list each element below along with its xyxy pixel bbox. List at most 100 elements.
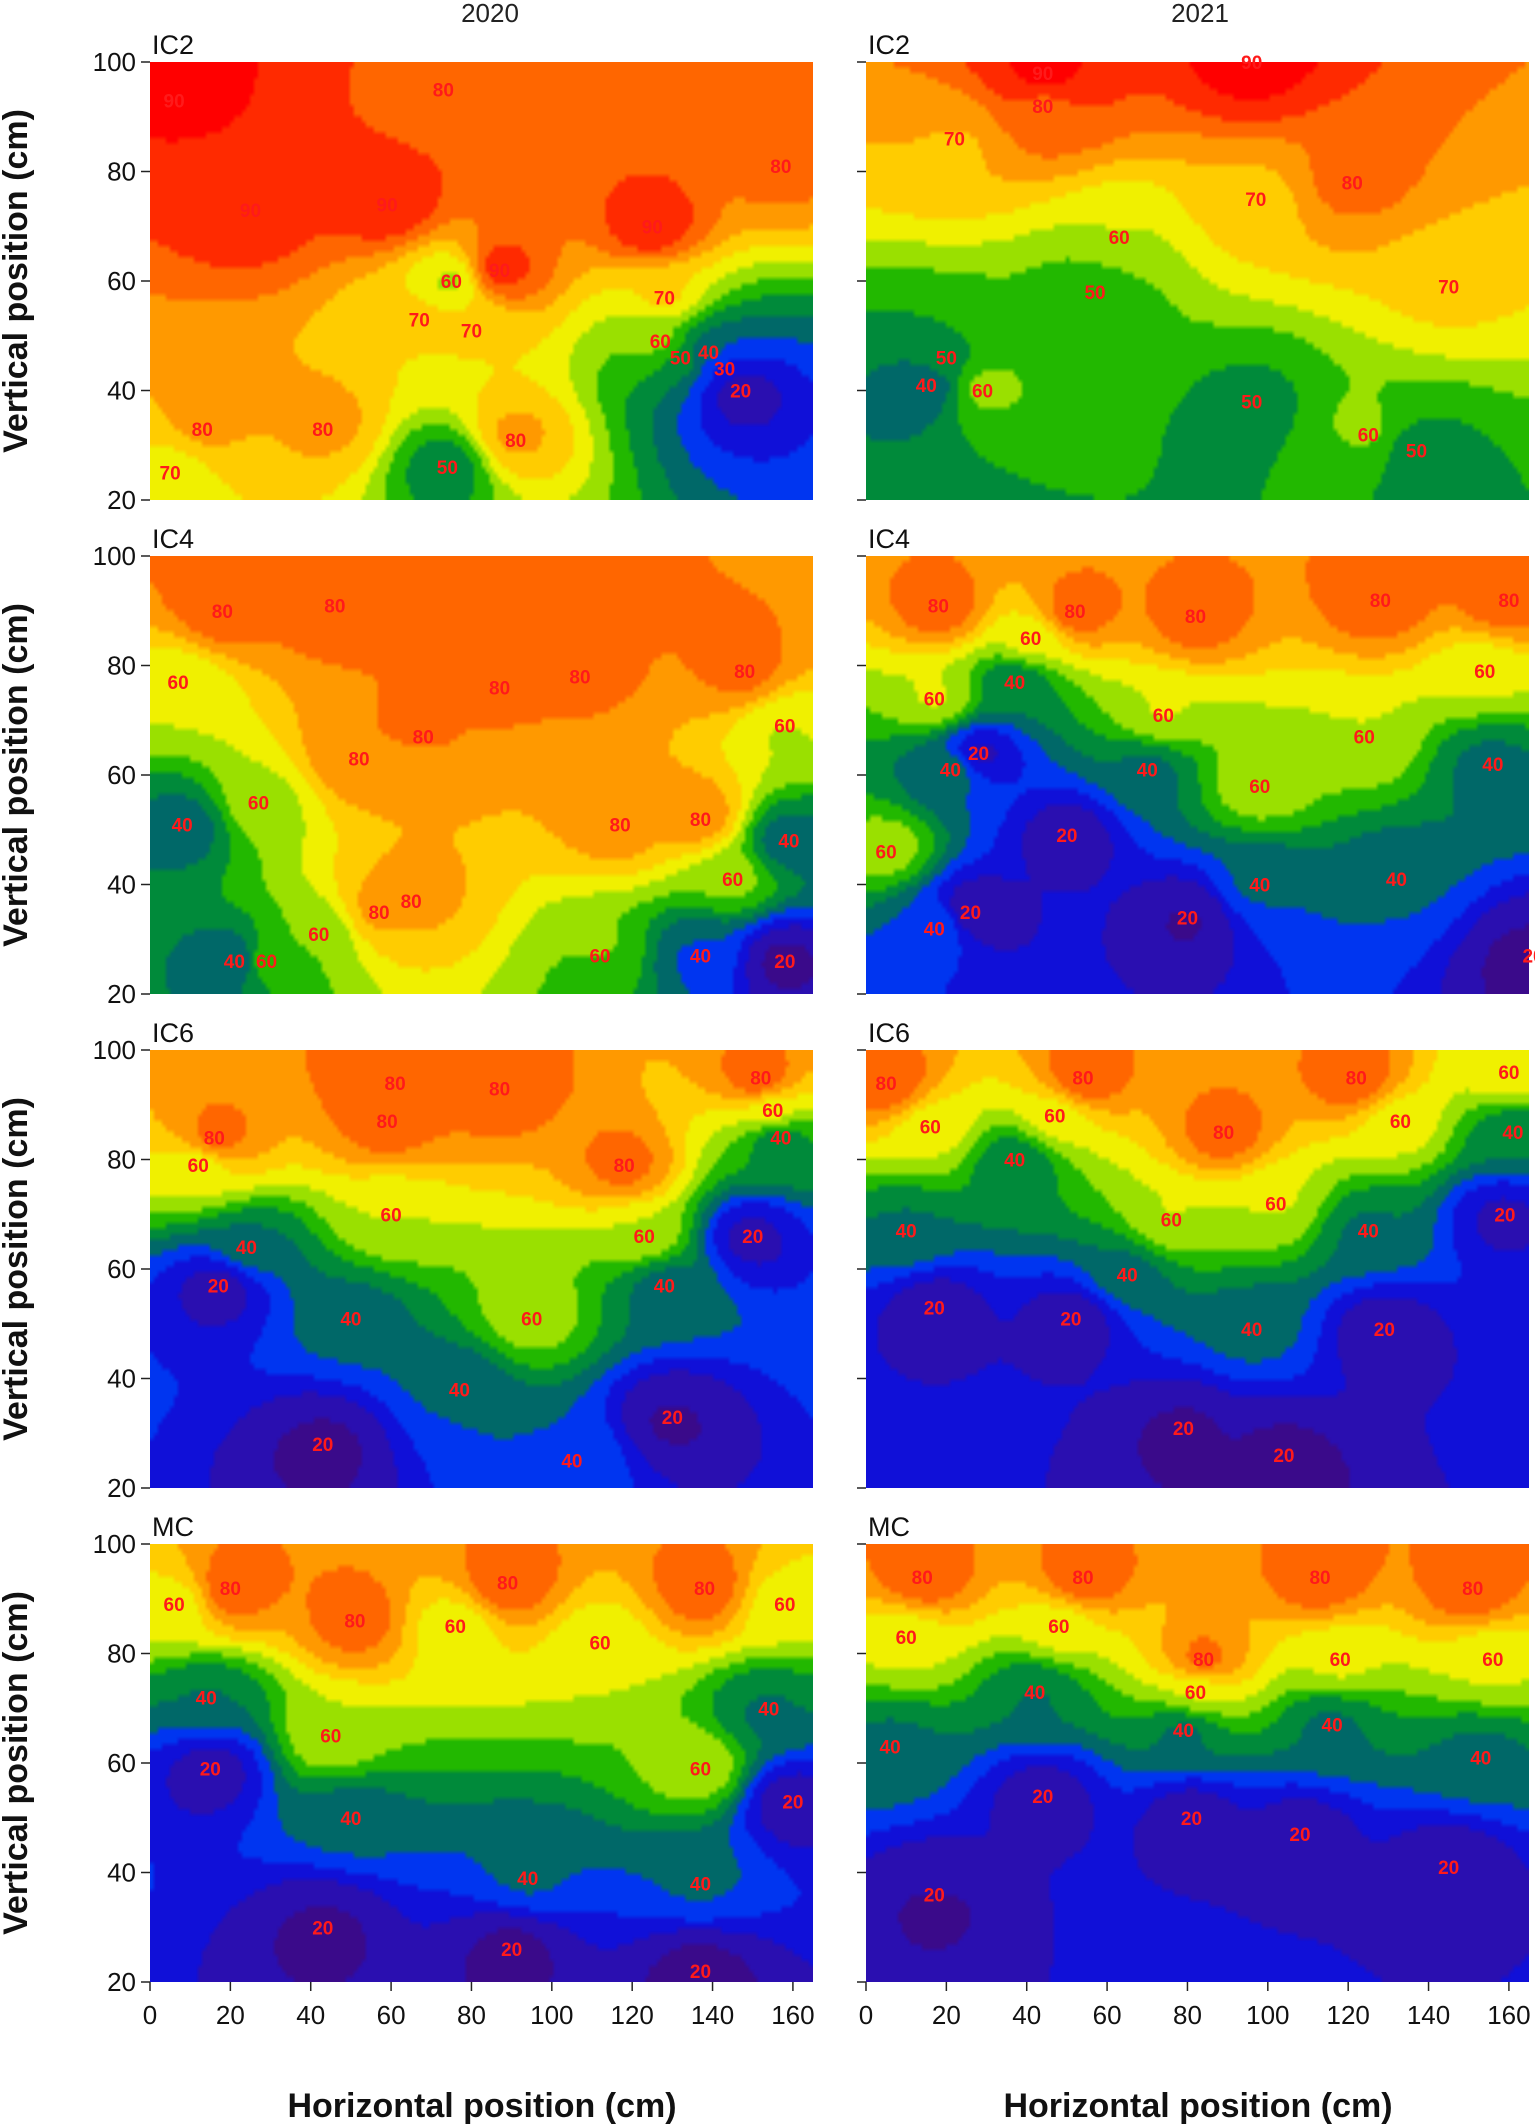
contour-label: 80 bbox=[1498, 591, 1519, 612]
contour-label: 60 bbox=[972, 382, 993, 403]
contour-label: 40 bbox=[1322, 1716, 1343, 1737]
panel-ic2-2020: IC2 20 40 60 80 100 Vertical position (cm) 90 80… bbox=[0, 30, 813, 515]
contour-label: 80 bbox=[1346, 1068, 1367, 1089]
contour-label: 80 bbox=[770, 157, 791, 178]
contour-label: 20 bbox=[1289, 1825, 1310, 1846]
contour-label: 40 bbox=[1241, 1320, 1262, 1341]
contour-label: 60 bbox=[1161, 1211, 1182, 1232]
contour-label: 80 bbox=[1185, 607, 1206, 628]
contour-label: 40 bbox=[236, 1238, 257, 1259]
contour-label: 80 bbox=[690, 810, 711, 831]
contour-label: 60 bbox=[1044, 1107, 1065, 1128]
contour-label: 20 bbox=[690, 1962, 711, 1983]
contour-label: 40 bbox=[340, 1309, 361, 1330]
contour-label: 80 bbox=[505, 431, 526, 452]
contour-label: 80 bbox=[344, 1612, 365, 1633]
contour-label: 20 bbox=[924, 1885, 945, 1906]
contour-label: 20 bbox=[742, 1227, 763, 1248]
contour-label: 60 bbox=[1265, 1194, 1286, 1215]
contour-label: 60 bbox=[876, 843, 897, 864]
panel-label: IC4 bbox=[868, 524, 910, 554]
contour-label: 60 bbox=[1330, 1650, 1351, 1671]
y-tick-label: 60 bbox=[107, 1254, 136, 1284]
contour-label: 60 bbox=[168, 673, 189, 694]
contour-label: 40 bbox=[561, 1452, 582, 1473]
y-axis-title: Vertical position (cm) bbox=[0, 109, 35, 453]
contour-label: 20 bbox=[1494, 1205, 1515, 1226]
contour-label: 60 bbox=[1474, 662, 1495, 683]
contour-label: 40 bbox=[1470, 1749, 1491, 1770]
contour-label: 40 bbox=[1386, 870, 1407, 891]
contour-label: 80 bbox=[489, 1079, 510, 1100]
contour-label: 70 bbox=[944, 130, 965, 151]
contour-label: 70 bbox=[654, 288, 675, 309]
panel-mc-2021: MC 0 20 40 60 80 100 120 140 160 80 80 80 80 60 60 80 60 6… bbox=[857, 1512, 1531, 2030]
contour-label: 60 bbox=[896, 1628, 917, 1649]
y-tick-label: 40 bbox=[107, 870, 136, 900]
contour-label: 90 bbox=[164, 91, 185, 112]
contour-label: 40 bbox=[778, 832, 799, 853]
x-tick-label: 20 bbox=[216, 2000, 245, 2030]
contour-label: 40 bbox=[896, 1222, 917, 1243]
contour-label: 20 bbox=[662, 1408, 683, 1429]
y-axis-title: Vertical position (cm) bbox=[0, 1591, 35, 1935]
contour-label: 80 bbox=[192, 420, 213, 441]
contour-label: 60 bbox=[521, 1309, 542, 1330]
x-tick-label: 160 bbox=[771, 2000, 814, 2030]
contour-fill bbox=[150, 1050, 813, 1488]
contour-label: 80 bbox=[1462, 1579, 1483, 1600]
y-tick-label: 80 bbox=[107, 651, 136, 681]
x-tick-label: 140 bbox=[1407, 2000, 1450, 2030]
contour-label: 40 bbox=[940, 761, 961, 782]
contour-label: 80 bbox=[204, 1129, 225, 1150]
y-tick-label: 40 bbox=[107, 1364, 136, 1394]
contour-label: 80 bbox=[377, 1112, 398, 1133]
x-tick-label: 100 bbox=[1246, 2000, 1289, 2030]
contour-label: 70 bbox=[1438, 277, 1459, 298]
y-tick-label: 40 bbox=[107, 376, 136, 406]
contour-label: 80 bbox=[212, 602, 233, 623]
contour-label: 80 bbox=[1370, 591, 1391, 612]
contour-label: 20 bbox=[1177, 908, 1198, 929]
y-tick-label: 20 bbox=[107, 1967, 136, 1997]
contour-label: 60 bbox=[1048, 1617, 1069, 1638]
panel-label: IC2 bbox=[868, 30, 910, 60]
contour-label: 20 bbox=[1374, 1320, 1395, 1341]
contour-label: 40 bbox=[924, 919, 945, 940]
contour-label: 60 bbox=[650, 332, 671, 353]
contour-label: 20 bbox=[1032, 1787, 1053, 1808]
contour-label: 20 bbox=[774, 952, 795, 973]
contour-label: 60 bbox=[1498, 1063, 1519, 1084]
contour-label: 40 bbox=[1173, 1721, 1194, 1742]
y-tick-label: 60 bbox=[107, 266, 136, 296]
contour-label: 80 bbox=[1064, 602, 1085, 623]
y-tick-label: 20 bbox=[107, 485, 136, 515]
contour-label: 50 bbox=[1084, 283, 1105, 304]
contour-label: 20 bbox=[968, 744, 989, 765]
x-tick-label: 20 bbox=[932, 2000, 961, 2030]
contour-label: 80 bbox=[368, 903, 389, 924]
contour-label: 20 bbox=[501, 1940, 522, 1961]
contour-label: 40 bbox=[1024, 1683, 1045, 1704]
x-tick-label: 0 bbox=[859, 2000, 873, 2030]
x-tick-label: 60 bbox=[1093, 2000, 1122, 2030]
contour-label: 20 bbox=[312, 1918, 333, 1939]
contour-label: 60 bbox=[1354, 728, 1375, 749]
contour-label: 30 bbox=[714, 360, 735, 381]
contour-label: 20 bbox=[1060, 1309, 1081, 1330]
contour-label: 60 bbox=[1109, 228, 1130, 249]
contour-label: 20 bbox=[960, 903, 981, 924]
contour-label: 20 bbox=[730, 382, 751, 403]
contour-label: 90 bbox=[642, 217, 663, 238]
contour-label: 60 bbox=[308, 925, 329, 946]
contour-label: 90 bbox=[377, 195, 398, 216]
contour-label: 40 bbox=[1004, 673, 1025, 694]
contour-label: 70 bbox=[461, 321, 482, 342]
contour-label: 20 bbox=[782, 1792, 803, 1813]
contour-label: 20 bbox=[1173, 1419, 1194, 1440]
contour-fill bbox=[866, 62, 1529, 500]
contour-label: 80 bbox=[324, 596, 345, 617]
x-tick-label: 140 bbox=[691, 2000, 734, 2030]
contour-label: 20 bbox=[200, 1759, 221, 1780]
